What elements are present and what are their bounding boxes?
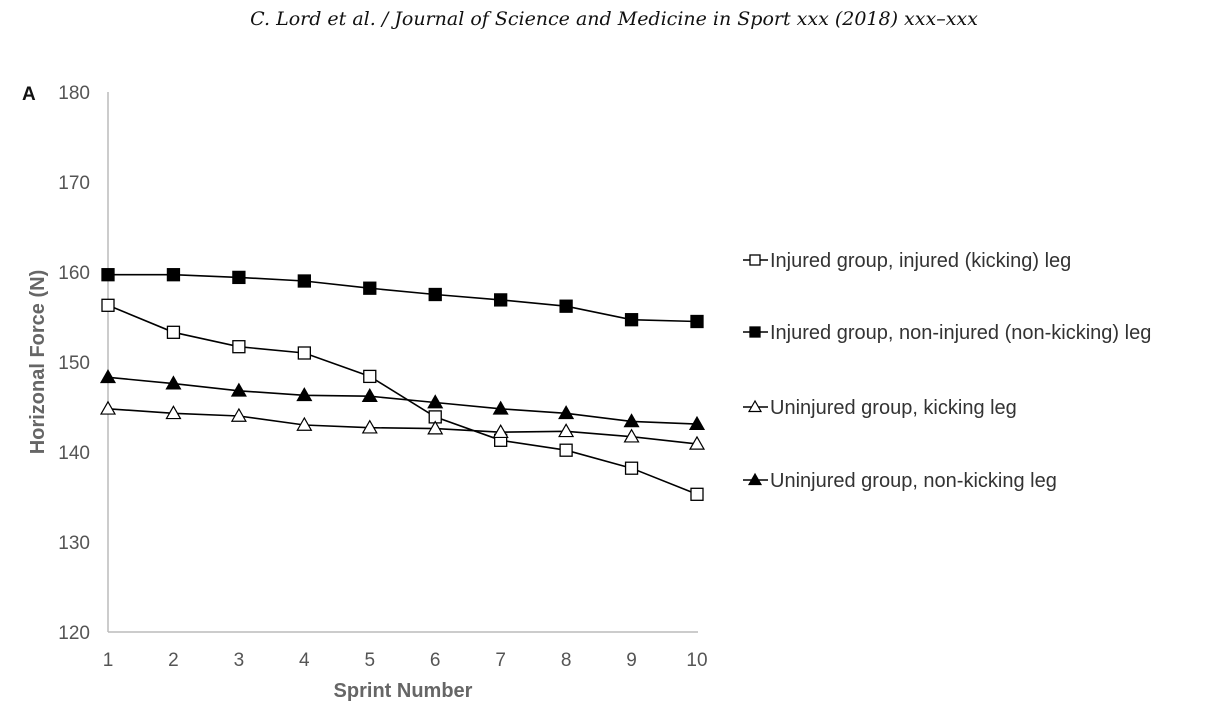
data-point bbox=[624, 313, 639, 327]
data-point bbox=[165, 405, 182, 420]
legend-item: Injured group, injured (kicking) leg bbox=[743, 250, 1071, 272]
series bbox=[101, 298, 704, 501]
data-point bbox=[166, 268, 181, 282]
data-point bbox=[492, 423, 509, 439]
data-point bbox=[297, 346, 311, 360]
data-point bbox=[99, 400, 117, 415]
y-tick-label: 160 bbox=[58, 263, 90, 284]
data-point bbox=[747, 472, 763, 486]
legend-item: Injured group, non-injured (non-kicking)… bbox=[743, 322, 1151, 344]
data-point bbox=[232, 340, 246, 354]
series bbox=[99, 400, 706, 450]
x-tick-label: 8 bbox=[561, 650, 572, 671]
data-point bbox=[492, 400, 509, 415]
data-point bbox=[494, 293, 508, 307]
data-point bbox=[296, 387, 313, 402]
x-tick-label: 2 bbox=[168, 650, 179, 671]
series bbox=[99, 369, 706, 430]
x-axis-title: Sprint Number bbox=[334, 680, 473, 702]
data-point bbox=[230, 407, 247, 422]
data-point bbox=[230, 382, 247, 397]
y-tick-label: 120 bbox=[58, 623, 90, 644]
data-point bbox=[690, 314, 704, 329]
legend-label: Injured group, injured (kicking) leg bbox=[770, 250, 1071, 272]
data-point bbox=[558, 405, 575, 420]
y-tick-label: 150 bbox=[58, 353, 90, 374]
series bbox=[101, 268, 704, 329]
x-tick-label: 10 bbox=[686, 650, 707, 671]
series-group bbox=[99, 268, 706, 501]
data-point bbox=[690, 487, 704, 501]
data-point bbox=[623, 413, 640, 428]
series-line bbox=[107, 408, 698, 445]
page-header: C. Lord et al. / Journal of Science and … bbox=[250, 8, 978, 30]
data-point bbox=[232, 270, 246, 285]
y-tick-label: 140 bbox=[58, 443, 90, 464]
x-tick-label: 9 bbox=[626, 650, 637, 671]
series-line bbox=[107, 304, 698, 496]
x-tick-label: 5 bbox=[364, 650, 375, 671]
x-tick-label: 3 bbox=[234, 650, 245, 671]
data-point bbox=[624, 461, 639, 475]
y-axis-title: Horizonal Force (N) bbox=[27, 270, 49, 454]
legend: Injured group, injured (kicking) leg Inju… bbox=[743, 250, 1151, 492]
legend-label: Uninjured group, non-kicking leg bbox=[770, 470, 1057, 492]
data-point bbox=[688, 435, 706, 450]
data-point bbox=[747, 399, 763, 413]
y-tick-label: 180 bbox=[58, 83, 90, 104]
y-tick-label: 170 bbox=[58, 173, 90, 194]
data-point bbox=[296, 416, 313, 431]
data-point bbox=[363, 281, 377, 295]
x-tick-label: 7 bbox=[495, 650, 506, 671]
x-tick-labels: 1 2 3 4 5 6 7 8 9 10 bbox=[103, 650, 708, 671]
data-point bbox=[361, 419, 378, 434]
panel-label: A bbox=[22, 84, 36, 105]
data-point bbox=[165, 375, 182, 390]
legend-label: Uninjured group, kicking leg bbox=[770, 397, 1017, 419]
legend-item: Uninjured group, non-kicking leg bbox=[743, 470, 1057, 492]
data-point bbox=[101, 268, 115, 282]
data-point bbox=[101, 298, 115, 312]
data-point bbox=[363, 369, 377, 384]
legend-label: Injured group, non-injured (non-kicking)… bbox=[770, 322, 1151, 344]
series-line bbox=[108, 273, 698, 323]
data-point bbox=[427, 420, 444, 435]
data-point bbox=[297, 274, 311, 288]
data-point bbox=[427, 394, 444, 409]
data-point bbox=[688, 415, 706, 430]
series-line bbox=[107, 376, 698, 425]
data-point bbox=[623, 428, 640, 443]
data-point bbox=[749, 254, 761, 266]
data-point bbox=[361, 387, 378, 403]
x-tick-label: 6 bbox=[430, 650, 441, 671]
x-tick-label: 1 bbox=[103, 650, 114, 671]
x-tick-label: 4 bbox=[299, 650, 310, 671]
data-point bbox=[558, 423, 575, 438]
data-point bbox=[99, 369, 117, 384]
data-point bbox=[428, 287, 442, 302]
data-point bbox=[166, 325, 181, 339]
y-tick-label: 130 bbox=[58, 533, 90, 554]
data-point bbox=[559, 443, 573, 457]
data-point bbox=[749, 326, 761, 338]
legend-item: Uninjured group, kicking leg bbox=[743, 397, 1017, 419]
y-tick-labels: 120 130 140 150 160 170 180 bbox=[58, 83, 90, 644]
data-point bbox=[559, 299, 573, 313]
